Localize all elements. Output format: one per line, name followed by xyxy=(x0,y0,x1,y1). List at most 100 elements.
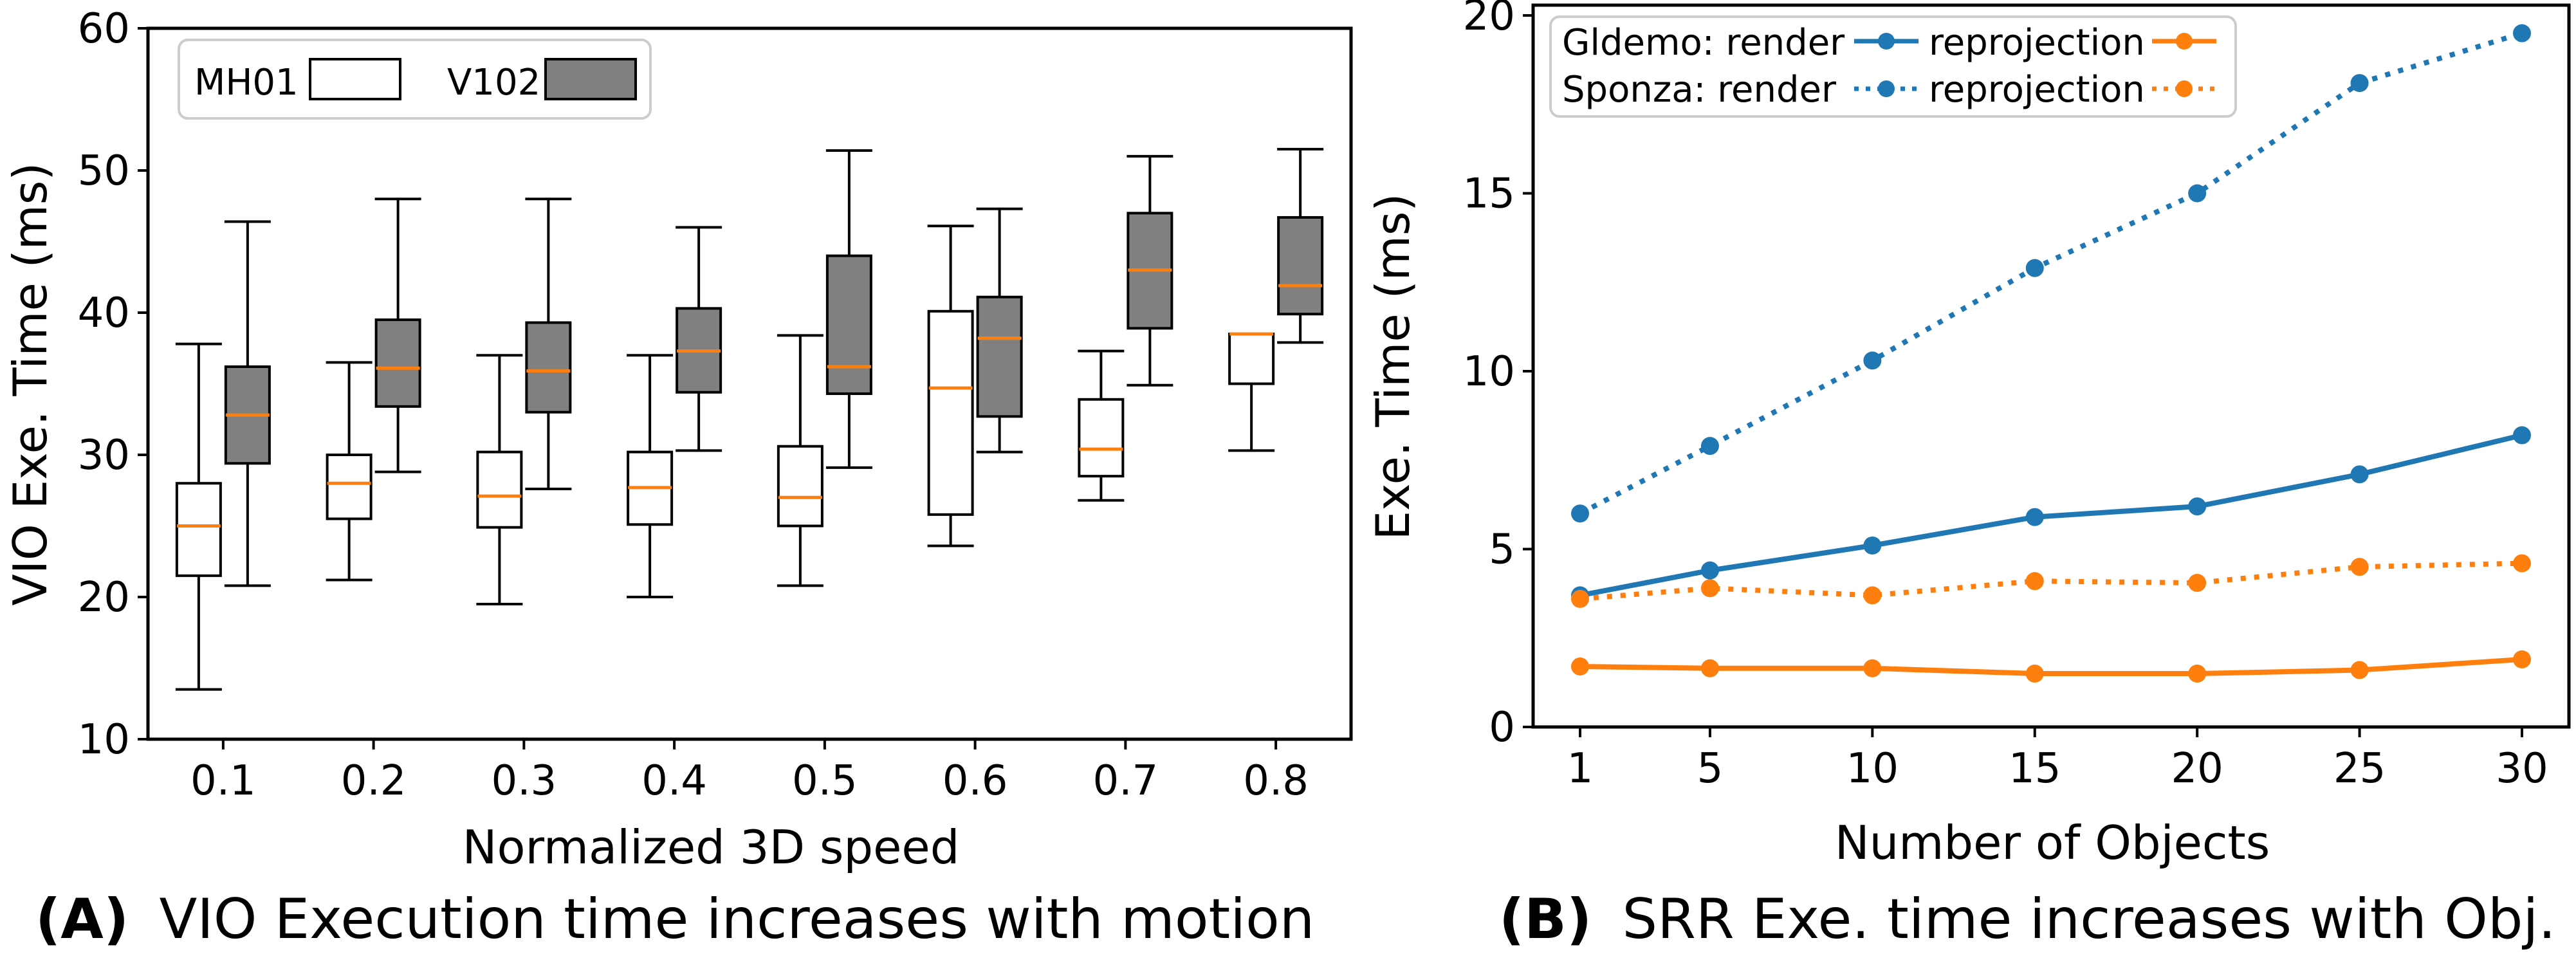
panel-a-plot-frame xyxy=(146,26,1353,741)
data-point xyxy=(2350,558,2369,576)
legend-marker xyxy=(1878,80,1895,97)
legend-label-gldemo-render: Gldemo: render xyxy=(1562,22,1845,64)
panel-b-x-axis-label: Number of Objects xyxy=(1835,816,2270,870)
series-line xyxy=(1579,656,2523,677)
data-point xyxy=(2350,465,2369,484)
y-tick-label: 30 xyxy=(78,432,130,479)
box-body xyxy=(1078,398,1125,478)
box-body xyxy=(976,295,1023,418)
box-body xyxy=(175,482,222,577)
panel-a-y-axis-label: VIO Exe. Time (ms) xyxy=(3,163,57,606)
x-tick-label: 0.8 xyxy=(1243,757,1309,805)
box-mh01-0.1 xyxy=(175,342,222,691)
data-point xyxy=(2025,665,2044,683)
legend-marker xyxy=(2176,80,2193,97)
box-v102-0.3 xyxy=(525,198,572,491)
data-point xyxy=(2188,574,2207,593)
box-body xyxy=(374,318,421,408)
x-tick-label: 0.6 xyxy=(943,757,1008,805)
box-mh01-0.3 xyxy=(476,354,523,606)
legend-swatch-v102 xyxy=(544,58,637,100)
panel-a-boxes xyxy=(175,147,1324,691)
data-point xyxy=(2188,184,2207,203)
box-body xyxy=(1228,333,1275,385)
y-tick-label: 0 xyxy=(1489,704,1515,751)
data-point xyxy=(2025,572,2044,591)
data-point xyxy=(1571,504,1589,523)
panel-a-box-chart: 10 20 30 40 50 60 0.1 0.2 0.3 0.4 0.5 0.6 0.7 0.8 VI… xyxy=(3,5,1353,874)
caption-a-prefix: (A) xyxy=(35,887,129,951)
series-sponza-render xyxy=(1571,24,2531,523)
data-point xyxy=(1700,437,1719,455)
legend-label-sponza-render: Sponza: render xyxy=(1562,69,1837,111)
panel-a-x-ticks: 0.1 0.2 0.3 0.4 0.5 0.6 0.7 0.8 xyxy=(190,739,1309,805)
legend-line-gldemo-reprojection xyxy=(2152,33,2216,50)
y-tick-label: 50 xyxy=(78,147,130,195)
panel-b-y-ticks: 0 5 10 15 20 xyxy=(1463,0,1533,751)
legend-marker xyxy=(2176,33,2193,50)
panel-a-x-axis-label: Normalized 3D speed xyxy=(463,820,960,874)
data-point xyxy=(2513,24,2531,42)
panel-a-legend-frame xyxy=(178,39,652,120)
caption-b: (B) SRR Exe. time increases with Obj. xyxy=(1499,887,2556,951)
x-tick-label: 0.5 xyxy=(792,757,858,805)
caption-b-prefix: (B) xyxy=(1499,887,1592,951)
box-body xyxy=(525,321,572,414)
data-point xyxy=(2025,508,2044,526)
legend-label-gldemo-reprojection: reprojection xyxy=(1929,22,2145,64)
x-tick-label: 15 xyxy=(2009,745,2061,793)
legend-label-sponza-reprojection: reprojection xyxy=(1929,69,2145,111)
box-body xyxy=(825,254,872,395)
x-tick-label: 20 xyxy=(2171,745,2223,793)
data-point xyxy=(1700,659,1719,677)
box-v102-0.4 xyxy=(676,226,722,452)
data-point xyxy=(1863,536,1882,555)
box-v102-0.7 xyxy=(1127,154,1173,387)
caption-b-text: SRR Exe. time increases with Obj. xyxy=(1623,887,2556,951)
box-body xyxy=(476,450,523,529)
panel-b-x-ticks: 1 5 10 15 20 25 30 xyxy=(1567,727,2548,793)
series-sponza-reprojection xyxy=(1571,554,2531,608)
y-tick-label: 5 xyxy=(1489,526,1515,574)
legend-line-sponza-render xyxy=(1854,80,1918,97)
box-body xyxy=(326,454,373,520)
box-v102-0.5 xyxy=(825,149,872,469)
y-tick-label: 10 xyxy=(1463,348,1515,396)
box-v102-0.8 xyxy=(1277,147,1324,344)
series-gldemo-reprojection xyxy=(1571,650,2531,683)
caption-a-text: VIO Execution time increases with motion xyxy=(160,887,1315,951)
y-tick-label: 20 xyxy=(78,574,130,621)
x-tick-label: 5 xyxy=(1697,745,1724,793)
x-tick-label: 0.3 xyxy=(491,757,557,805)
data-point xyxy=(1571,589,1589,608)
box-v102-0.2 xyxy=(374,198,421,473)
x-tick-label: 10 xyxy=(1846,745,1899,793)
x-tick-label: 25 xyxy=(2333,745,2386,793)
box-mh01-0.2 xyxy=(326,361,373,582)
box-mh01-0.7 xyxy=(1078,349,1125,502)
panel-a-legend: MH01 V102 xyxy=(178,39,652,120)
box-body xyxy=(777,445,823,528)
box-mh01-0.5 xyxy=(777,334,823,587)
box-mh01-0.8 xyxy=(1228,332,1275,452)
panel-b-legend-frame xyxy=(1549,15,2237,118)
box-mh01-0.6 xyxy=(927,225,974,547)
panel-b-plot-frame xyxy=(1531,3,2571,729)
data-point xyxy=(2513,554,2531,573)
panel-b-y-axis-label: Exe. Time (ms) xyxy=(1366,194,1420,540)
data-point xyxy=(2350,661,2369,679)
series-line xyxy=(1579,432,2523,598)
y-tick-label: 10 xyxy=(78,716,130,764)
data-point xyxy=(1700,579,1719,598)
x-tick-label: 0.7 xyxy=(1092,757,1158,805)
panel-a-y-ticks: 10 20 30 40 50 60 xyxy=(78,5,148,764)
box-v102-0.1 xyxy=(224,220,271,587)
panel-b-legend: Gldemo: render reprojection Sponza: rend… xyxy=(1549,15,2237,118)
legend-label-mh01: MH01 xyxy=(194,62,299,104)
box-body xyxy=(1277,216,1324,316)
data-point xyxy=(2513,650,2531,668)
data-point xyxy=(1863,586,1882,605)
y-tick-label: 40 xyxy=(78,290,130,337)
